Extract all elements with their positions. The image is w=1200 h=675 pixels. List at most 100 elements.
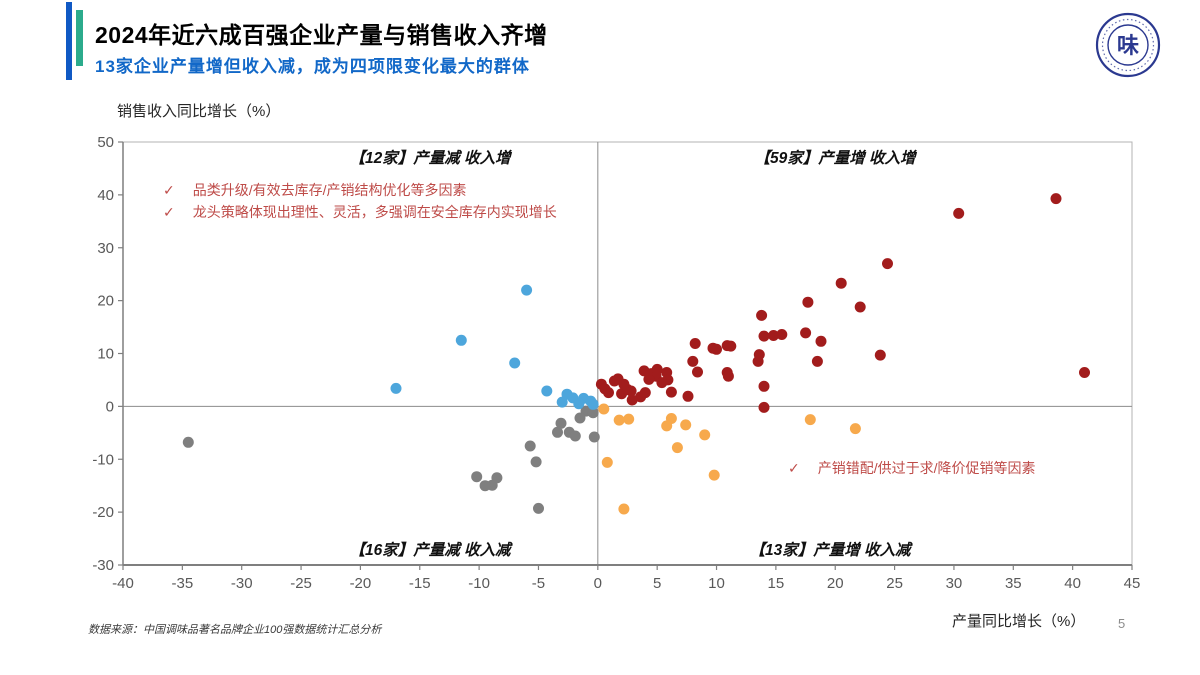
svg-text:味: 味 xyxy=(1117,34,1139,59)
scatter-point xyxy=(1050,193,1062,205)
check-icon: ✓ xyxy=(163,204,175,220)
x-tick-label: -15 xyxy=(409,575,431,592)
scatter-point xyxy=(804,414,816,426)
y-axis-title: 销售收入同比增长（%） xyxy=(117,103,281,120)
scatter-point xyxy=(661,420,673,432)
scatter-point xyxy=(953,207,965,219)
scatter-point xyxy=(874,349,886,361)
x-tick-label: -20 xyxy=(350,575,372,592)
scatter-point xyxy=(722,370,734,382)
scatter-point xyxy=(656,377,668,389)
slide-subtitle: 13家企业产量增但收入减，成为四项限变化最大的群体 xyxy=(95,57,530,76)
scatter-point xyxy=(708,469,720,481)
scatter-point xyxy=(643,373,655,385)
quadrant-label-top-left: 【12家】产量减 收入增 xyxy=(349,150,511,167)
x-axis-title: 产量同比增长（%） xyxy=(952,613,1086,630)
x-tick-label: 20 xyxy=(827,575,844,592)
scatter-point xyxy=(552,426,563,438)
x-tick-label: 45 xyxy=(1124,575,1141,592)
annotation-text: 产销错配/供过于求/降价促销等因素 xyxy=(817,460,1036,476)
scatter-point xyxy=(835,277,847,289)
scatter-point xyxy=(598,403,610,415)
scatter-point xyxy=(665,386,677,398)
seal-logo-icon: 味 xyxy=(1095,12,1161,78)
scatter-point xyxy=(626,394,638,406)
x-tick-label: 0 xyxy=(594,575,602,592)
y-tick-label: 20 xyxy=(97,293,114,310)
x-tick-label: -30 xyxy=(231,575,253,592)
scatter-point xyxy=(390,382,402,394)
y-tick-label: 50 xyxy=(97,134,114,151)
scatter-point xyxy=(725,340,737,352)
scatter-point xyxy=(692,366,703,378)
scatter-point xyxy=(689,338,701,349)
scatter-point xyxy=(639,387,651,399)
annotation-line: ✓ 产销错配/供过于求/降价促销等因素 xyxy=(788,457,1036,479)
quadrant-label-top-right: 【59家】产量增 收入增 xyxy=(754,150,916,167)
scatter-point xyxy=(588,431,600,443)
annotation-text: 龙头策略体现出理性、灵活，多强调在安全库存内实现增长 xyxy=(192,204,557,220)
x-tick-label: -25 xyxy=(290,575,312,592)
x-tick-label: -40 xyxy=(112,575,134,592)
data-source-note: 数据来源：中国调味品著名品牌企业100强数据统计汇总分析 xyxy=(88,624,382,636)
scatter-point xyxy=(601,456,613,468)
scatter-point xyxy=(682,390,694,402)
y-tick-label: 10 xyxy=(97,346,114,363)
annotation-line: ✓ 品类升级/有效去库存/产销结构优化等多因素 xyxy=(163,179,557,201)
annotation-line: ✓ 龙头策略体现出理性、灵活，多强调在安全库存内实现增长 xyxy=(163,201,557,223)
x-tick-label: -5 xyxy=(532,575,545,592)
scatter-point xyxy=(587,398,599,410)
scatter-point xyxy=(800,327,812,339)
x-tick-label: 15 xyxy=(768,575,785,592)
x-tick-label: 30 xyxy=(946,575,963,592)
scatter-point xyxy=(711,343,722,355)
scatter-point xyxy=(618,378,630,390)
scatter-point xyxy=(573,398,585,410)
scatter-point xyxy=(455,334,467,346)
scatter-point xyxy=(530,456,542,468)
x-tick-label: -10 xyxy=(468,575,490,592)
scatter-point xyxy=(758,380,770,392)
scatter-point xyxy=(541,385,553,397)
quadrant-label-bottom-left: 【16家】产量减 收入减 xyxy=(349,542,511,559)
scatter-point xyxy=(587,407,599,419)
scatter-point xyxy=(509,357,521,369)
page-number: 5 xyxy=(1118,616,1126,631)
scatter-point xyxy=(524,440,536,452)
scatter-point xyxy=(599,383,611,395)
annotation-block-lower-right: ✓ 产销错配/供过于求/降价促销等因素 xyxy=(788,457,1036,479)
scatter-point xyxy=(555,417,567,429)
scatter-point xyxy=(182,436,194,448)
x-tick-label: -35 xyxy=(172,575,194,592)
y-tick-label: -30 xyxy=(92,557,114,574)
scatter-point xyxy=(882,258,893,270)
quadrant-label-bottom-right: 【13家】产量增 收入减 xyxy=(749,542,911,559)
scatter-point xyxy=(815,335,827,347)
title-accent-bar-blue xyxy=(66,2,72,80)
scatter-point xyxy=(625,385,637,397)
y-tick-label: -20 xyxy=(92,504,114,521)
scatter-point xyxy=(854,301,866,313)
scatter-point xyxy=(471,471,483,483)
scatter-point xyxy=(623,413,635,425)
scatter-point xyxy=(569,430,581,442)
scatter-point xyxy=(671,442,683,454)
annotation-text: 品类升级/有效去库存/产销结构优化等多因素 xyxy=(192,182,467,198)
x-tick-label: 35 xyxy=(1005,575,1022,592)
scatter-point xyxy=(758,330,770,342)
check-icon: ✓ xyxy=(788,460,800,476)
scatter-point xyxy=(776,329,788,340)
scatter-point xyxy=(687,355,699,367)
scatter-point xyxy=(1079,367,1090,378)
scatter-point xyxy=(802,296,814,308)
slide-title: 2024年近六成百强企业产量与销售收入齐增 xyxy=(95,22,548,48)
scatter-point xyxy=(618,503,630,515)
title-accent-bar-teal xyxy=(76,10,83,66)
scatter-point xyxy=(811,355,823,367)
scatter-point xyxy=(680,419,692,431)
scatter-point xyxy=(758,401,770,413)
scatter-point xyxy=(849,423,861,435)
y-tick-label: -10 xyxy=(92,451,114,468)
check-icon: ✓ xyxy=(163,182,175,198)
